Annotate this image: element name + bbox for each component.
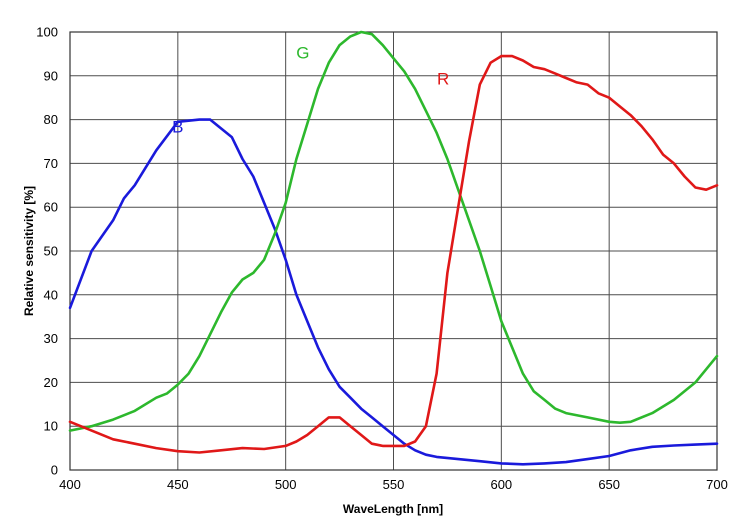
y-tick-label-70: 70 <box>44 156 58 171</box>
grid <box>69 31 718 471</box>
series-label-B: B <box>172 118 183 137</box>
x-tick-label-500: 500 <box>275 477 297 492</box>
y-tick-label-20: 20 <box>44 375 58 390</box>
y-tick-label-10: 10 <box>44 419 58 434</box>
y-tick-label-80: 80 <box>44 112 58 127</box>
x-tick-label-600: 600 <box>490 477 512 492</box>
x-axis-title: WaveLength [nm] <box>343 502 443 516</box>
series-line-R <box>68 54 719 454</box>
y-tick-label-90: 90 <box>44 68 58 83</box>
x-tick-label-550: 550 <box>383 477 405 492</box>
series-label-R: R <box>437 70 449 89</box>
y-tick-label-40: 40 <box>44 287 58 302</box>
x-tick-label-400: 400 <box>59 477 81 492</box>
plot-frame <box>69 31 718 471</box>
y-tick-label-0: 0 <box>51 463 58 478</box>
x-tick-label-450: 450 <box>167 477 189 492</box>
y-axis-title: Relative sensitivity [%] <box>22 186 36 316</box>
y-tick-label-100: 100 <box>36 25 58 40</box>
series-line-G <box>68 30 719 432</box>
y-tick-label-60: 60 <box>44 200 58 215</box>
x-tick-label-650: 650 <box>598 477 620 492</box>
series-layer: B G R <box>68 30 719 466</box>
y-tick-label-30: 30 <box>44 331 58 346</box>
series-label-G: G <box>296 43 309 62</box>
series-line-B <box>68 118 719 466</box>
y-tick-label-50: 50 <box>44 244 58 259</box>
x-tick-label-700: 700 <box>706 477 728 492</box>
tick-labels: 0 10 20 30 40 50 60 70 80 90 100 400 450 500 550 600 650… <box>36 25 728 493</box>
